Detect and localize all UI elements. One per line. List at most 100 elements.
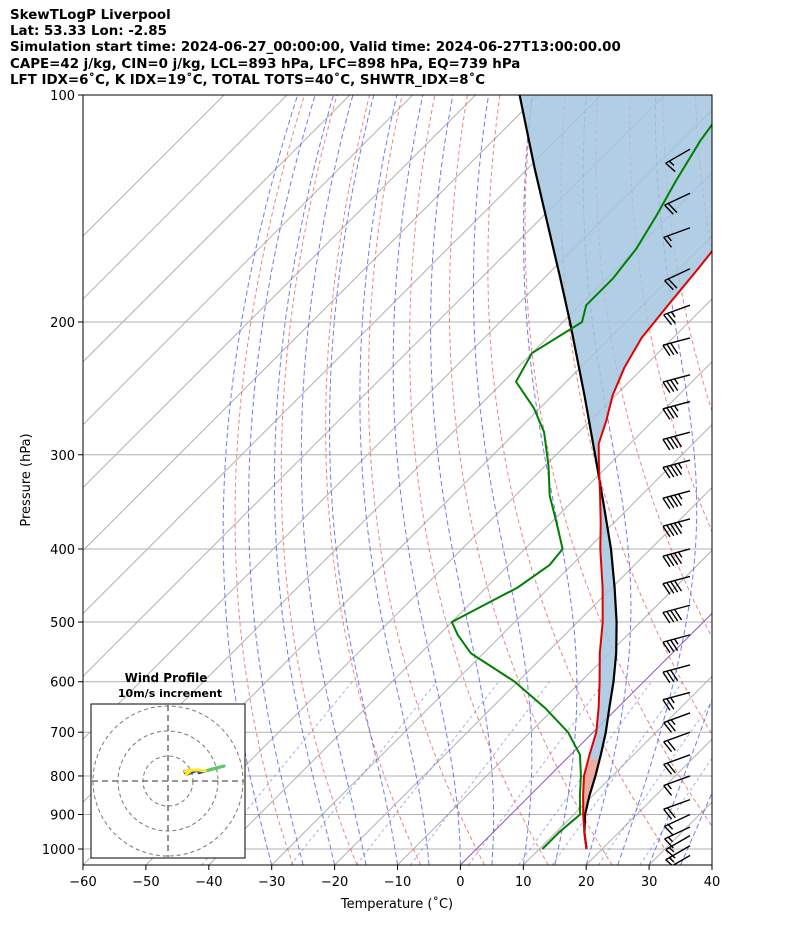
wind-barb — [662, 400, 691, 420]
x-tick-label: −60 — [69, 875, 96, 890]
isotherm — [83, 95, 351, 363]
moist-adiabat — [392, 95, 461, 865]
isotherm — [83, 95, 225, 237]
isotherm — [208, 361, 712, 865]
isotherm — [271, 423, 712, 865]
moist-adiabat — [617, 95, 698, 865]
wind-barb — [662, 634, 691, 654]
y-tick-label: 800 — [50, 770, 75, 785]
dry-adiabat — [761, 95, 794, 865]
wind-barb — [665, 835, 691, 859]
y-tick-label: 900 — [50, 809, 75, 824]
mixing-ratio-line — [355, 681, 499, 865]
chart-titles: SkewTLogP Liverpool Lat: 53.33 Lon: -2.8… — [10, 8, 621, 89]
hodograph-inset: Wind Profile 10m/s increment — [90, 671, 246, 859]
temperature-profile-line — [582, 249, 712, 850]
isotherm — [83, 95, 414, 426]
title-line: Lat: 53.33 Lon: -2.85 — [10, 24, 167, 40]
hodograph-title: Wind Profile — [125, 671, 208, 685]
title-line: LFT IDX=6˚C, K IDX=19˚C, TOTAL TOTS=40˚C… — [10, 72, 486, 88]
wind-barb — [662, 431, 691, 451]
hodograph-segment — [183, 768, 193, 773]
y-tick-label: 200 — [50, 316, 75, 331]
x-tick-label: 10 — [515, 875, 532, 890]
dry-adiabat — [629, 95, 712, 533]
x-tick-label: 20 — [578, 875, 595, 890]
y-tick-label: 700 — [50, 726, 75, 741]
wind-barb — [665, 148, 691, 173]
isotherm — [83, 95, 602, 615]
mixing-ratio-line — [290, 681, 437, 865]
x-tick-label: 0 — [456, 875, 464, 890]
wind-barb — [662, 604, 691, 624]
moist-adiabat — [329, 95, 398, 865]
y-tick-label: 400 — [50, 543, 75, 558]
y-tick-label: 1000 — [42, 843, 75, 858]
mixing-ratio-line — [597, 700, 712, 865]
dry-adiabat — [409, 95, 549, 865]
mixing-ratio-line — [468, 681, 605, 865]
wind-barb — [662, 664, 691, 684]
isotherm — [711, 864, 712, 865]
y-tick-label: 500 — [50, 616, 75, 631]
isotherm — [397, 549, 712, 865]
dry-adiabat — [524, 95, 712, 828]
x-tick-label: −50 — [132, 875, 159, 890]
dry-adiabat — [728, 95, 794, 865]
zero-isotherm — [460, 612, 712, 865]
wind-barb — [664, 192, 691, 215]
dry-adiabat — [448, 95, 613, 865]
moist-adiabat — [359, 95, 430, 865]
x-tick-label: −20 — [321, 875, 348, 890]
moist-adiabat — [222, 95, 299, 865]
title-line: SkewTLogP Liverpool — [10, 8, 171, 23]
x-tick-label: −40 — [195, 875, 222, 890]
wind-barb — [663, 731, 691, 753]
moist-adiabat — [248, 95, 316, 865]
dry-adiabat — [325, 95, 422, 865]
y-tick-label: 100 — [50, 89, 75, 104]
x-axis-label: Temperature (˚C) — [340, 896, 453, 912]
x-tick-label: 40 — [704, 875, 721, 890]
moist-adiabat — [522, 95, 578, 865]
moist-adiabat — [274, 95, 336, 865]
x-tick-label: −10 — [384, 875, 411, 890]
isotherm — [522, 675, 712, 865]
title-line: Simulation start time: 2024-06-27_00:00:… — [10, 40, 621, 56]
wind-barb — [662, 490, 691, 510]
dry-adiabat — [487, 95, 677, 865]
parcel-profile-line — [518, 95, 618, 850]
wind-barb — [662, 459, 691, 479]
wind-barb — [663, 227, 691, 248]
moist-adiabat — [711, 863, 712, 865]
positive-area-fill — [519, 95, 712, 760]
dry-adiabat — [280, 95, 358, 865]
wind-barb — [663, 712, 691, 733]
moist-adiabat — [300, 95, 367, 865]
x-tick-label: 30 — [641, 875, 658, 890]
isotherm — [83, 95, 288, 300]
wind-barb — [663, 304, 691, 326]
wind-barb — [662, 337, 691, 357]
wind-barb — [664, 826, 691, 849]
y-tick-label: 600 — [50, 676, 75, 691]
moist-adiabat — [680, 791, 712, 865]
wind-barb — [665, 845, 691, 865]
x-tick-label: −30 — [258, 875, 285, 890]
wind-barb — [662, 518, 691, 538]
dry-adiabat — [560, 95, 712, 736]
dewpoint-profile-line — [450, 122, 712, 850]
moist-adiabat — [472, 95, 533, 865]
wind-barb — [663, 754, 691, 775]
hodograph-subtitle: 10m/s increment — [118, 687, 222, 700]
mixing-ratio-line — [409, 681, 550, 865]
wind-barb — [662, 575, 691, 595]
y-axis-label: Pressure (hPa) — [19, 433, 34, 526]
wind-barb — [662, 374, 691, 393]
dry-adiabat — [367, 95, 485, 865]
isotherm — [145, 298, 712, 865]
wind-barb — [664, 813, 691, 837]
mixing-ratio-line — [639, 757, 712, 865]
isotherm — [83, 95, 665, 678]
